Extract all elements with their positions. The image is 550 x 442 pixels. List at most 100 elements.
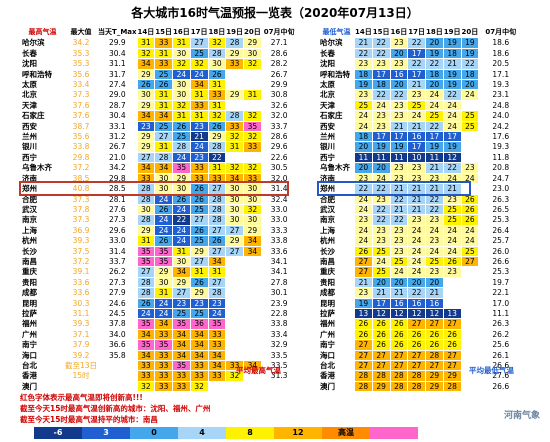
forecast-min-cell: 20 — [425, 276, 444, 289]
city-name: 石家庄 — [20, 110, 65, 122]
today-max-value: 35.8 — [97, 349, 138, 362]
footnote-equal-record: 截至今天15时最高气温持平的城市：南昌 — [20, 415, 158, 424]
city-name: 福州 — [318, 318, 355, 330]
record-max-value: 截至13日 — [63, 359, 99, 372]
city-name: 郑州 — [318, 183, 355, 195]
forecast-min-cell — [460, 297, 480, 309]
record-max-value: 35.6 — [63, 131, 99, 143]
forecast-max-cell — [225, 307, 245, 320]
spacer — [260, 380, 264, 393]
forecast-max-cell: 29 — [136, 99, 156, 112]
forecast-max-cell: 26 — [207, 120, 227, 133]
city-name: 广州 — [20, 328, 65, 341]
forecast-min-cell — [460, 141, 480, 153]
city-name: 杭州 — [318, 235, 355, 247]
forecast-max-cell: 30 — [154, 172, 174, 185]
forecast-min-cell: 23 — [407, 214, 426, 226]
min-table-row: 太原 19 18 20 21 20 19 20 19.3 — [318, 79, 520, 91]
forecast-min-cell: 23 — [407, 172, 426, 185]
city-name: 福州 — [20, 318, 65, 330]
forecast-max-cell: 27 — [189, 214, 209, 226]
forecast-min-cell: 22 — [407, 37, 426, 49]
record-max-value: 31.1 — [63, 307, 99, 320]
mid-july-avg-min: 25.6 — [482, 339, 520, 351]
forecast-min-cell: 24 — [460, 172, 480, 185]
forecast-min-cell: 26 — [460, 214, 480, 226]
mid-july-avg-max: 22.6 — [262, 151, 296, 164]
forecast-min-cell — [460, 266, 480, 278]
record-max-value: 37.3 — [63, 193, 99, 205]
forecast-min-cell: 21 — [354, 37, 373, 49]
forecast-min-cell: 21 — [407, 203, 426, 216]
min-header-cell: 最低气温 — [318, 26, 355, 39]
mid-july-avg-max: 31.3 — [262, 370, 296, 382]
max-table-row: 拉萨 31.1 24.5 24 24 25 25 24 22.8 — [20, 307, 296, 320]
mid-july-avg-max: 26.7 — [262, 68, 296, 81]
forecast-min-cell: 21 — [442, 58, 462, 70]
forecast-max-cell — [225, 79, 245, 91]
forecast-max-cell: 26 — [207, 68, 227, 81]
forecast-min-cell: 24 — [371, 99, 391, 112]
mid-july-avg-max: 28.6 — [262, 131, 296, 143]
max-header-cell: 07月中旬 — [262, 26, 296, 39]
forecast-min-cell: 12 — [425, 307, 444, 320]
forecast-max-cell: 34 — [207, 359, 227, 372]
mid-july-avg-min: 26.6 — [482, 255, 520, 268]
record-max-value: 37.2 — [63, 162, 99, 174]
forecast-max-cell: 24 — [172, 203, 191, 216]
forecast-min-cell: 20 — [407, 276, 426, 289]
legend-swatch-3: 0 — [130, 427, 178, 439]
forecast-max-cell: 27 — [189, 255, 209, 268]
forecast-max-cell: 23 — [207, 297, 227, 309]
forecast-min-cell: 23 — [354, 89, 373, 101]
forecast-min-cell: 21 — [371, 287, 391, 299]
forecast-min-cell: 28 — [407, 370, 426, 382]
city-name: 昆明 — [318, 297, 355, 309]
mid-july-avg-max: 32.0 — [262, 172, 296, 185]
forecast-min-cell: 19 — [354, 297, 373, 309]
forecast-max-cell — [225, 287, 245, 299]
min-header-cell: 17日 — [407, 26, 426, 39]
forecast-min-cell: 20 — [425, 79, 444, 91]
mid-july-avg-max: 33.5 — [262, 359, 296, 372]
forecast-min-cell: 19 — [460, 37, 480, 49]
mid-july-avg-min: 25.3 — [482, 214, 520, 226]
forecast-max-cell: 24 — [189, 141, 209, 153]
city-name: 天津 — [318, 99, 355, 112]
forecast-min-cell: 26 — [442, 255, 462, 268]
forecast-max-cell: 32 — [207, 110, 227, 122]
forecast-max-cell: 34 — [136, 110, 156, 122]
forecast-max-cell: 35 — [154, 245, 174, 257]
max-table-row: 上海 36.9 29.6 29 24 24 26 27 27 29 33.3 — [20, 224, 296, 237]
forecast-max-cell: 26 — [172, 193, 191, 205]
forecast-max-cell — [225, 380, 245, 393]
max-header-cell: 19日 — [225, 26, 245, 39]
forecast-max-cell: 35 — [207, 318, 227, 330]
forecast-max-cell: 28 — [136, 183, 156, 195]
today-max-value — [97, 359, 138, 372]
forecast-max-cell: 34 — [136, 58, 156, 70]
forecast-min-cell: 26 — [407, 339, 426, 351]
mid-july-avg-max: 33.0 — [262, 214, 296, 226]
forecast-max-cell: 32 — [189, 58, 209, 70]
forecast-min-cell: 24 — [425, 89, 444, 101]
mid-july-avg-max: 32.9 — [262, 339, 296, 351]
forecast-max-cell: 27 — [136, 266, 156, 278]
forecast-min-cell: 28 — [371, 370, 391, 382]
max-table-row: 昆明 30.3 24.6 26 24 23 23 23 23.9 — [20, 297, 296, 309]
min-table-row: 拉萨 13 12 12 12 12 13 11.1 — [318, 307, 520, 320]
forecast-max-cell: 35 — [154, 339, 174, 351]
min-table-row: 香港 28 28 28 28 29 29 27.6 — [318, 370, 520, 382]
forecast-min-cell: 18 — [460, 68, 480, 81]
forecast-min-cell: 20 — [389, 276, 409, 289]
today-max-value: 29.6 — [97, 224, 138, 237]
forecast-max-cell: 27 — [225, 224, 245, 237]
forecast-min-cell — [460, 276, 480, 289]
forecast-max-cell: 26 — [189, 224, 209, 237]
forecast-min-cell: 19 — [460, 47, 480, 60]
mid-july-avg-min: 26.2 — [482, 328, 520, 341]
forecast-max-cell: 27 — [207, 276, 227, 289]
min-header-cell: 16日 — [389, 26, 409, 39]
mid-july-avg-max: 27.8 — [262, 276, 296, 289]
city-name: 北京 — [20, 89, 65, 101]
